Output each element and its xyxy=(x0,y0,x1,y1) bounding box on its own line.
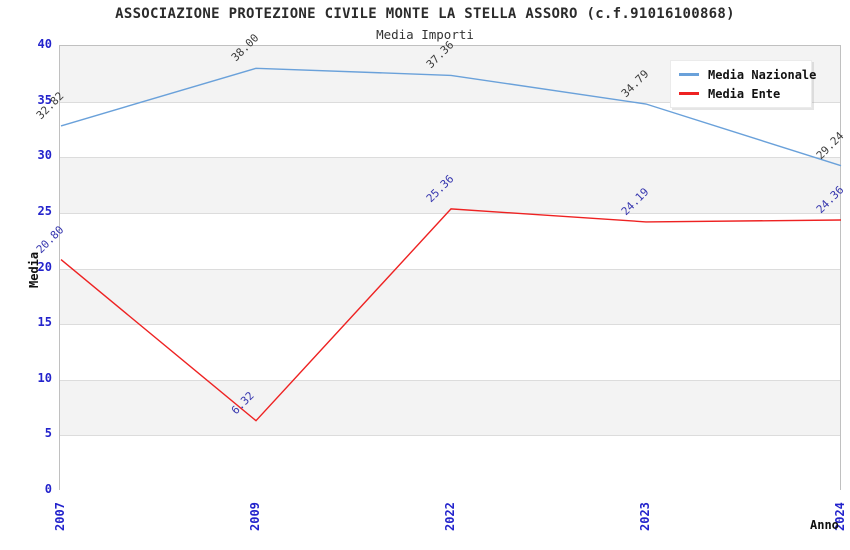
x-tick-label: 2022 xyxy=(443,502,457,531)
chart-subtitle: Media Importi xyxy=(376,27,474,42)
media-ente-line-swatch xyxy=(679,92,699,95)
y-tick-label: 10 xyxy=(37,371,52,385)
gridline xyxy=(60,269,840,270)
series-lines xyxy=(60,67,842,422)
y-tick-label: 0 xyxy=(44,482,52,496)
x-tick-label: 2009 xyxy=(248,502,262,531)
legend-label-media-ente: Media Ente xyxy=(708,86,781,101)
legend-label-media-nazionale: Media Nazionale xyxy=(708,67,817,82)
plot-band xyxy=(60,213,840,269)
y-tick-label: 25 xyxy=(37,204,52,218)
chart-title: ASSOCIAZIONE PROTEZIONE CIVILE MONTE LA … xyxy=(115,6,735,22)
legend-item-media-nazionale: Media Nazionale xyxy=(679,65,816,84)
media-ente-line xyxy=(60,208,842,422)
y-tick-label: 40 xyxy=(37,37,52,51)
plot-area xyxy=(59,45,842,491)
plot-band xyxy=(60,380,840,436)
y-tick-label: 5 xyxy=(44,426,52,440)
x-tick-label: 2007 xyxy=(53,502,67,531)
y-tick-label: 30 xyxy=(37,148,52,162)
y-tick-label: 15 xyxy=(37,315,52,329)
gridline xyxy=(60,213,840,214)
x-axis-title: Anno xyxy=(810,518,839,532)
plot-band xyxy=(60,102,840,158)
plot-band xyxy=(60,324,840,380)
y-tick-label: 35 xyxy=(37,93,52,107)
gridline xyxy=(60,324,840,325)
plot-band xyxy=(60,157,840,213)
gridline xyxy=(60,102,840,103)
y-tick-label: 20 xyxy=(37,260,52,274)
legend: Media Nazionale Media Ente xyxy=(670,60,816,108)
media-nazionale-line-swatch xyxy=(679,73,699,76)
y-axis-title: Media xyxy=(27,251,41,288)
plot-band xyxy=(60,435,840,491)
gridline xyxy=(60,157,840,158)
x-tick-label: 2023 xyxy=(638,502,652,531)
legend-item-media-ente: Media Ente xyxy=(679,84,803,103)
gridline xyxy=(60,380,840,381)
gridline xyxy=(60,435,840,436)
media-nazionale-line xyxy=(60,67,842,167)
plot-band xyxy=(60,269,840,325)
